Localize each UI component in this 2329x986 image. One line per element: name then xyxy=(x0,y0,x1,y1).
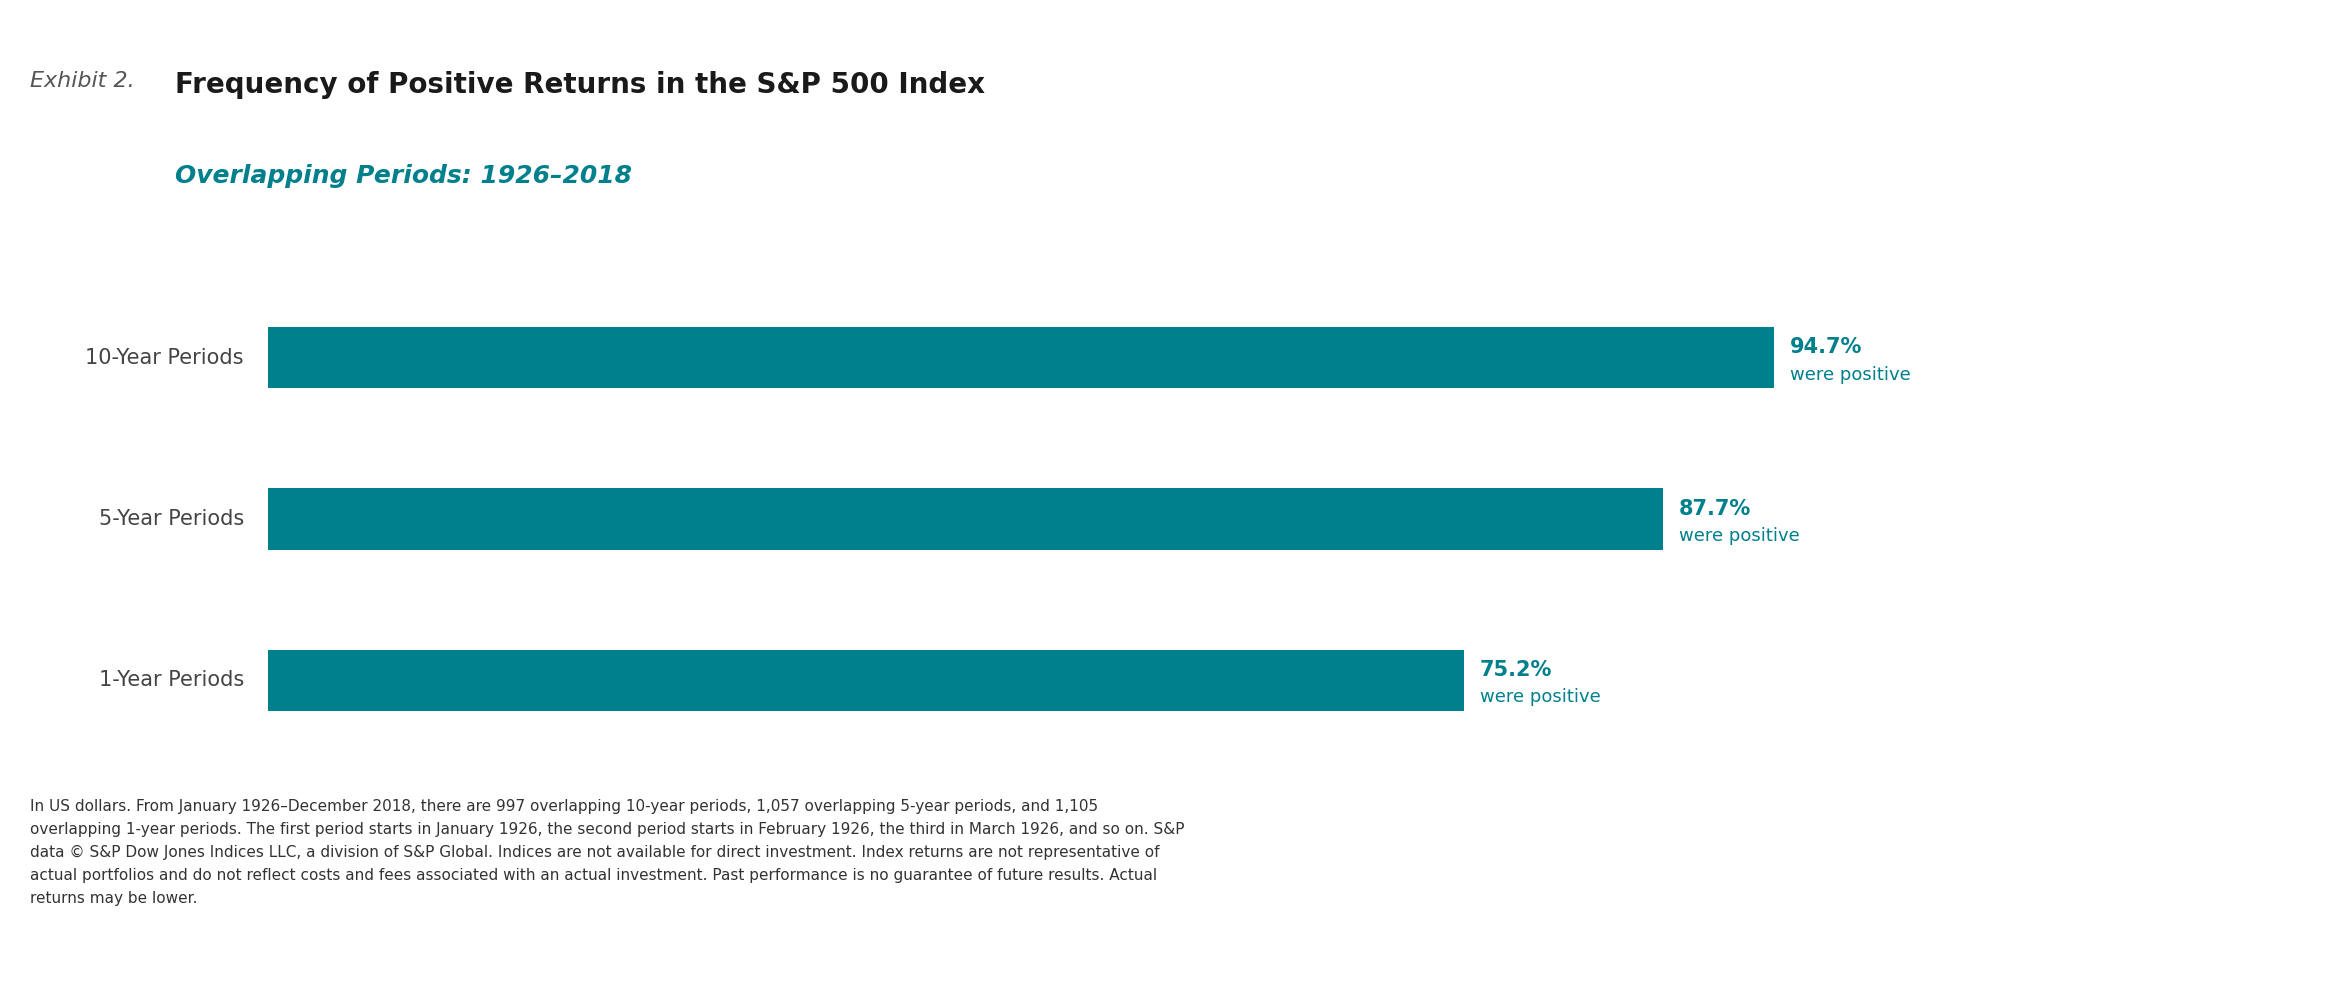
Text: 87.7%: 87.7% xyxy=(1679,499,1751,519)
Text: 5-Year Periods: 5-Year Periods xyxy=(98,509,245,529)
Bar xyxy=(268,650,1465,711)
Bar xyxy=(268,327,1775,388)
Text: In US dollars. From January 1926–December 2018, there are 997 overlapping 10-yea: In US dollars. From January 1926–Decembe… xyxy=(30,800,1185,906)
Text: were positive: were positive xyxy=(1679,527,1800,545)
Text: were positive: were positive xyxy=(1479,688,1600,706)
Text: Frequency of Positive Returns in the S&P 500 Index: Frequency of Positive Returns in the S&P… xyxy=(175,71,985,99)
Text: were positive: were positive xyxy=(1791,366,1912,384)
Text: 1-Year Periods: 1-Year Periods xyxy=(98,670,245,690)
Text: 94.7%: 94.7% xyxy=(1791,337,1863,357)
Bar xyxy=(268,488,1663,549)
Text: Overlapping Periods: 1926–2018: Overlapping Periods: 1926–2018 xyxy=(175,164,631,188)
Text: 75.2%: 75.2% xyxy=(1479,660,1553,680)
Text: 10-Year Periods: 10-Year Periods xyxy=(86,348,245,368)
Text: Exhibit 2.: Exhibit 2. xyxy=(30,71,135,91)
